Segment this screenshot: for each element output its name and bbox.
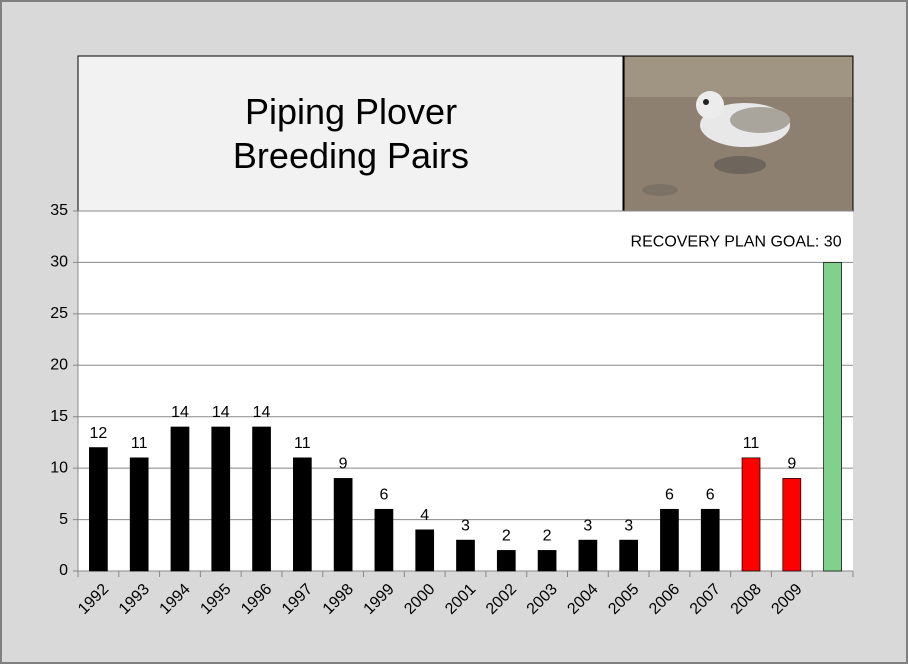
bar bbox=[537, 550, 557, 572]
y-tick-label: 30 bbox=[50, 254, 68, 271]
data-label: 11 bbox=[294, 435, 311, 452]
bar bbox=[660, 508, 679, 572]
bar bbox=[292, 457, 312, 572]
bar bbox=[170, 426, 190, 572]
data-label: 3 bbox=[583, 517, 592, 534]
data-label: 3 bbox=[624, 517, 633, 534]
data-label: 2 bbox=[502, 528, 511, 545]
bar bbox=[619, 539, 639, 572]
data-label: RECOVERY PLAN GOAL: 30 bbox=[631, 234, 842, 251]
chart-title: Piping Plover Breeding Pairs bbox=[232, 90, 470, 176]
photo bbox=[623, 55, 854, 212]
data-label: 3 bbox=[461, 517, 470, 534]
bar bbox=[211, 426, 231, 572]
plot-area bbox=[78, 211, 853, 571]
data-label: 6 bbox=[379, 487, 388, 504]
y-tick-label: 25 bbox=[50, 305, 68, 322]
title-box-text: Piping Plover Breeding Pairs bbox=[80, 58, 622, 209]
data-label: 4 bbox=[420, 507, 429, 524]
bar bbox=[700, 508, 720, 572]
data-label: 12 bbox=[89, 425, 107, 442]
bar bbox=[374, 508, 394, 572]
bar bbox=[741, 457, 761, 572]
data-label: 9 bbox=[339, 456, 348, 473]
y-tick-label: 20 bbox=[50, 357, 68, 374]
y-tick-label: 5 bbox=[59, 511, 68, 528]
y-tick-label: 35 bbox=[50, 202, 68, 219]
y-tick-label: 10 bbox=[50, 459, 68, 476]
title-box bbox=[77, 55, 624, 212]
bar bbox=[456, 539, 475, 572]
bar bbox=[333, 478, 353, 572]
y-tick-label: 15 bbox=[50, 408, 68, 425]
data-label: 9 bbox=[787, 456, 796, 473]
data-label: 6 bbox=[665, 487, 674, 504]
data-label: 11 bbox=[131, 435, 148, 452]
data-label: 14 bbox=[212, 404, 230, 421]
data-label: 14 bbox=[253, 404, 271, 421]
y-tick-label: 0 bbox=[59, 562, 68, 579]
bar bbox=[823, 262, 842, 572]
data-label: 14 bbox=[171, 404, 189, 421]
bar bbox=[782, 478, 802, 572]
bar bbox=[578, 539, 598, 572]
data-label: 6 bbox=[706, 487, 715, 504]
bar bbox=[129, 457, 149, 572]
bar bbox=[415, 529, 435, 572]
bar bbox=[252, 426, 271, 572]
data-label: 2 bbox=[543, 528, 552, 545]
bar bbox=[89, 447, 108, 572]
bar bbox=[496, 550, 516, 572]
data-label: 11 bbox=[743, 435, 760, 452]
